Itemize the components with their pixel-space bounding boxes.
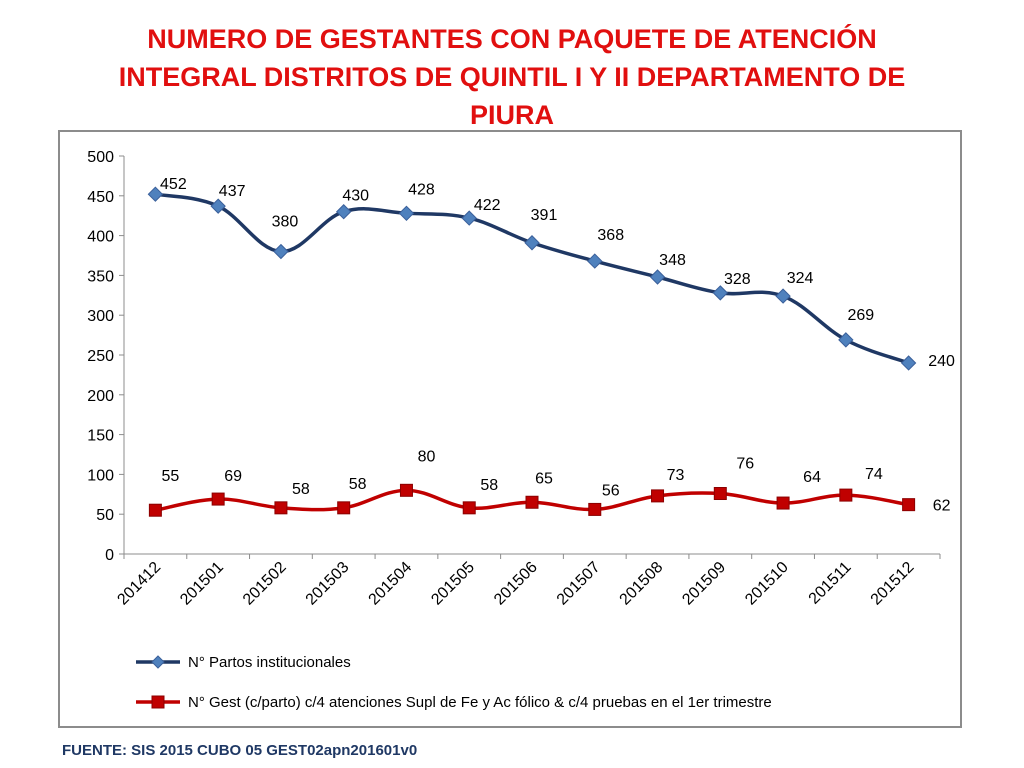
- y-tick-label: 0: [105, 547, 114, 564]
- data-label-partos: 380: [272, 214, 299, 231]
- x-tick-label: 201509: [679, 559, 729, 609]
- data-label-partos: 348: [659, 252, 686, 269]
- point-partos: [524, 235, 540, 251]
- point-partos: [147, 186, 164, 202]
- data-label-partos: 452: [160, 176, 187, 193]
- data-label-partos: 391: [531, 207, 558, 224]
- point-partos: [587, 253, 603, 269]
- point-gest: [211, 492, 225, 506]
- title-line-1: NUMERO DE GESTANTES CON PAQUETE DE ATENC…: [147, 24, 877, 54]
- point-gest: [525, 495, 539, 509]
- point-partos: [273, 243, 289, 260]
- data-label-gest: 74: [865, 466, 883, 483]
- chart-frame: 0 50 100 150 200 250 300 350 400 450 500 201412 2015…: [58, 130, 962, 728]
- point-gest: [148, 503, 162, 517]
- y-tick-label: 300: [87, 308, 114, 325]
- data-label-partos: 324: [787, 270, 814, 287]
- point-partos: [900, 355, 917, 371]
- point-partos: [838, 332, 854, 348]
- y-tick-label: 400: [87, 229, 114, 246]
- data-label-partos: 437: [219, 183, 246, 200]
- point-partos: [775, 288, 791, 304]
- data-label-gest: 55: [161, 468, 179, 485]
- legend-marker-partos: [151, 655, 165, 669]
- source-note: FUENTE: SIS 2015 CUBO 05 GEST02apn201601…: [62, 742, 418, 759]
- data-label-gest: 58: [292, 481, 310, 498]
- point-gest: [274, 501, 288, 515]
- point-gest: [902, 498, 916, 512]
- x-tick-label: 201412: [114, 559, 164, 609]
- y-tick-label: 500: [87, 149, 114, 166]
- point-gest: [839, 488, 853, 502]
- point-gest: [776, 496, 790, 510]
- y-tick-label: 100: [87, 467, 114, 484]
- data-label-partos: 328: [724, 271, 751, 288]
- x-tick-label: 201510: [742, 559, 792, 609]
- legend-label-partos: N° Partos institucionales: [188, 654, 351, 671]
- title-line-3: PIURA: [469, 100, 554, 130]
- x-tick-label: 201506: [491, 559, 541, 609]
- point-partos: [712, 285, 729, 301]
- point-partos: [649, 269, 666, 285]
- data-label-partos: 269: [847, 307, 874, 324]
- x-tick-label: 201501: [177, 559, 227, 609]
- point-gest: [588, 502, 602, 516]
- data-label-gest: 76: [736, 456, 754, 473]
- data-label-gest: 62: [933, 498, 951, 515]
- y-tick-label: 200: [87, 388, 114, 405]
- data-label-gest: 69: [224, 468, 242, 485]
- x-tick-label: 201502: [240, 559, 290, 609]
- line-chart: 0 50 100 150 200 250 300 350 400 450 500 201412 2015…: [87, 149, 955, 711]
- point-partos: [461, 210, 477, 226]
- legend-marker-gest: [151, 695, 165, 709]
- x-tick-label: 201507: [554, 559, 604, 609]
- y-tick-label: 50: [96, 507, 114, 524]
- point-partos: [210, 198, 226, 214]
- title-line-2: INTEGRAL DISTRITOS DE QUINTIL I Y II DEP…: [118, 62, 906, 92]
- data-label-gest: 65: [535, 470, 553, 487]
- point-gest: [399, 483, 413, 497]
- data-label-partos: 428: [408, 181, 435, 198]
- x-tick-label: 201512: [868, 559, 918, 609]
- data-label-gest: 64: [803, 469, 821, 486]
- data-label-gest: 73: [667, 467, 685, 484]
- point-partos: [398, 205, 415, 222]
- slide-title: NUMERO DE GESTANTES CON PAQUETE DE ATENC…: [60, 20, 964, 134]
- point-gest: [462, 501, 476, 515]
- x-tick-label: 201508: [617, 559, 667, 609]
- legend-label-gest: N° Gest (c/parto) c/4 atenciones Supl de…: [188, 694, 772, 711]
- point-gest: [713, 487, 727, 501]
- y-tick-label: 150: [87, 428, 114, 445]
- data-label-partos: 422: [474, 197, 501, 214]
- data-label-partos: 430: [342, 188, 369, 205]
- data-label-gest: 56: [602, 482, 620, 499]
- data-label-gest: 58: [480, 477, 498, 494]
- x-tick-label: 201503: [303, 559, 353, 609]
- y-tick-label: 250: [87, 348, 114, 365]
- y-tick-label: 450: [87, 189, 114, 206]
- point-partos: [335, 204, 352, 220]
- data-label-partos: 240: [928, 353, 955, 370]
- x-tick-label: 201504: [366, 559, 416, 609]
- point-gest: [337, 501, 351, 515]
- data-label-gest: 80: [418, 448, 436, 465]
- data-label-gest: 58: [349, 476, 367, 493]
- x-tick-label: 201511: [806, 559, 855, 608]
- x-tick-label: 201505: [428, 559, 478, 609]
- y-tick-label: 350: [87, 268, 114, 285]
- data-label-partos: 368: [597, 227, 624, 244]
- point-gest: [651, 489, 665, 503]
